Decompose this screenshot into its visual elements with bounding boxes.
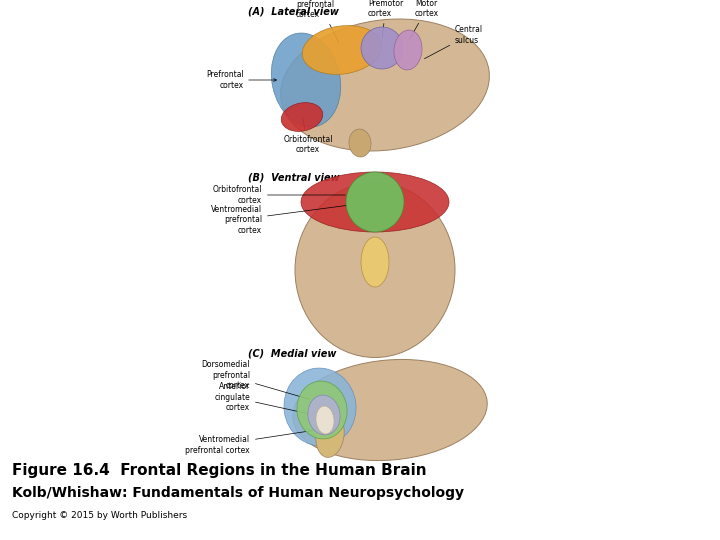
Text: Orbitofrontal
cortex: Orbitofrontal cortex <box>283 118 333 154</box>
Ellipse shape <box>284 368 356 446</box>
Ellipse shape <box>295 183 455 357</box>
Text: Motor
cortex: Motor cortex <box>410 0 439 39</box>
Ellipse shape <box>281 19 490 151</box>
Text: Premotor
cortex: Premotor cortex <box>368 0 403 37</box>
Ellipse shape <box>361 237 389 287</box>
Text: Ventromedial
prefrontal cortex: Ventromedial prefrontal cortex <box>185 430 313 455</box>
Ellipse shape <box>293 360 487 461</box>
Ellipse shape <box>301 172 449 232</box>
Ellipse shape <box>282 103 323 131</box>
Text: Dorsomedial
prefrontal
cortex: Dorsomedial prefrontal cortex <box>202 360 310 399</box>
Text: Ventromedial
prefrontal
cortex: Ventromedial prefrontal cortex <box>211 205 347 235</box>
Text: Kolb/Whishaw: Fundamentals of Human Neuropsychology: Kolb/Whishaw: Fundamentals of Human Neur… <box>12 486 464 500</box>
Ellipse shape <box>346 172 404 232</box>
Ellipse shape <box>297 381 347 439</box>
Text: Orbitofrontal
cortex: Orbitofrontal cortex <box>212 185 345 205</box>
Ellipse shape <box>361 27 403 69</box>
Text: Copyright © 2015 by Worth Publishers: Copyright © 2015 by Worth Publishers <box>12 511 187 520</box>
Text: (B)  Ventral view: (B) Ventral view <box>248 172 340 182</box>
Ellipse shape <box>349 129 371 157</box>
Ellipse shape <box>316 406 334 434</box>
Text: Dorsolateral
prefrontal
cortex: Dorsolateral prefrontal cortex <box>296 0 343 43</box>
Text: Central
sulcus: Central sulcus <box>425 25 483 59</box>
Ellipse shape <box>316 413 344 457</box>
Text: (C)  Medial view: (C) Medial view <box>248 348 336 358</box>
Text: Figure 16.4  Frontal Regions in the Human Brain: Figure 16.4 Frontal Regions in the Human… <box>12 463 427 478</box>
Ellipse shape <box>302 25 382 75</box>
Text: (A)  Lateral view: (A) Lateral view <box>248 7 339 17</box>
Text: Anterior
cingulate
cortex: Anterior cingulate cortex <box>215 382 311 414</box>
Ellipse shape <box>394 30 422 70</box>
Ellipse shape <box>308 395 340 435</box>
Text: Prefrontal
cortex: Prefrontal cortex <box>206 70 244 90</box>
Ellipse shape <box>271 33 341 127</box>
